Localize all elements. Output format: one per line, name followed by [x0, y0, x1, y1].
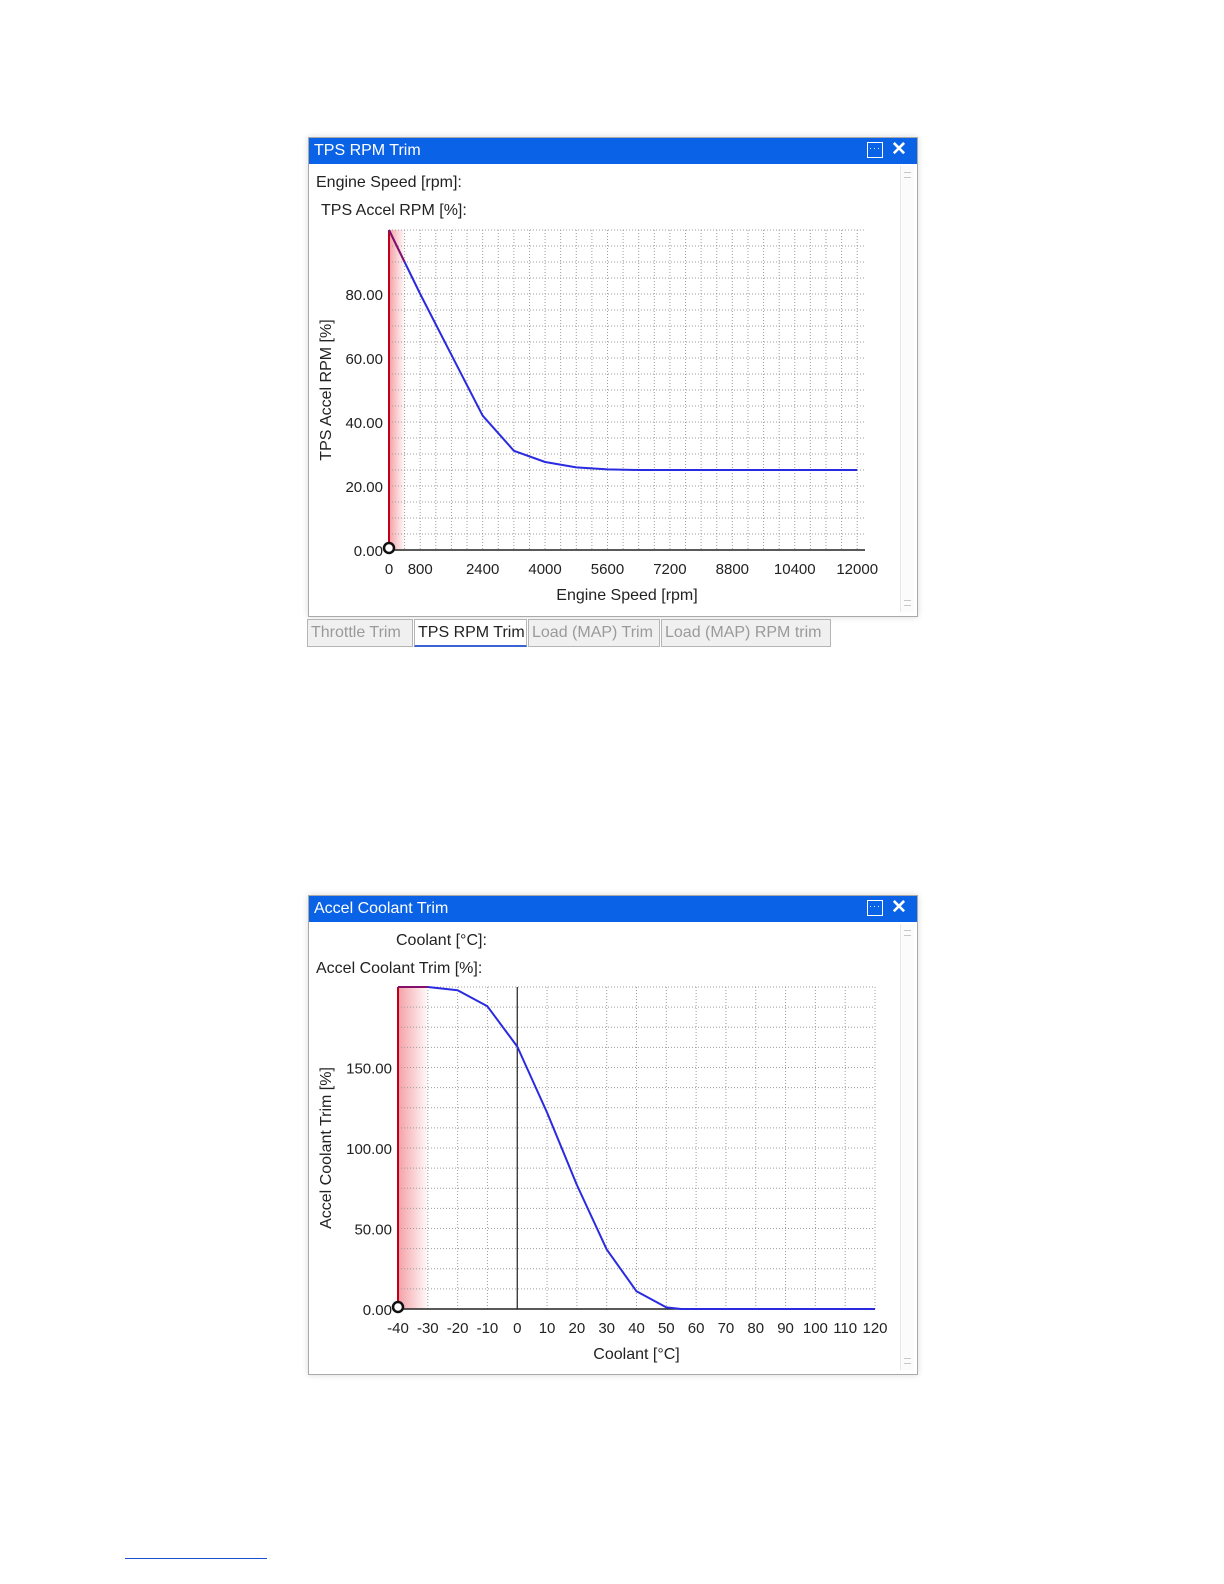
x-tick-label: -20: [447, 1320, 469, 1337]
tab-load-map-rpm-trim[interactable]: Load (MAP) RPM trim: [661, 619, 831, 647]
y-axis-label: TPS Accel RPM [%]: [318, 319, 335, 460]
x-tick-label: 60: [688, 1320, 705, 1337]
vertical-scrollbar[interactable]: [900, 166, 914, 612]
line-chart: 0 800 2400 4000 5600 7200 8800 10400 12000 0.00 20…: [318, 229, 878, 604]
origin-cursor-marker: [382, 541, 396, 555]
scroll-grip-bottom[interactable]: [904, 1358, 911, 1364]
line-chart: -40 -30 -20 -10 0 10 20 30 40 50 60 70 80 90 100 110 120…: [318, 986, 888, 1363]
x-tick-label: -40: [387, 1320, 409, 1337]
y-tick-label: 0.00: [354, 543, 383, 560]
x-tick-label: 0: [385, 561, 393, 578]
window-titlebar[interactable]: Accel Coolant Trim ··· ✕: [309, 896, 917, 922]
x-tick-label: -10: [477, 1320, 499, 1337]
tps-rpm-trim-window: TPS RPM Trim ··· ✕ Engine Speed [rpm]: T…: [308, 137, 918, 617]
shaded-region: [389, 230, 405, 550]
origin-cursor-marker: [391, 1300, 405, 1314]
close-icon[interactable]: ✕: [891, 897, 907, 918]
x-tick-label: 10: [539, 1320, 556, 1337]
x-tick-label: 0: [513, 1320, 521, 1337]
vertical-scrollbar[interactable]: [900, 924, 914, 1370]
x-axis-label: Coolant [°C]: [593, 1346, 679, 1363]
series-line: [398, 986, 875, 1310]
x-tick-label: 100: [803, 1320, 828, 1337]
y-tick-label: 50.00: [354, 1222, 392, 1239]
y-tick-label: 100.00: [346, 1141, 392, 1158]
x-tick-label: 30: [598, 1320, 615, 1337]
x-value-label: Engine Speed [rpm]:: [316, 174, 462, 191]
window-menu-icon[interactable]: ···: [867, 900, 883, 916]
x-tick-label: 40: [628, 1320, 645, 1337]
close-icon[interactable]: ✕: [891, 139, 907, 160]
window-titlebar[interactable]: TPS RPM Trim ··· ✕: [309, 138, 917, 164]
series-line-highlight: [388, 229, 406, 263]
shaded-region: [398, 987, 428, 1309]
accel-coolant-trim-window: Accel Coolant Trim ··· ✕ Coolant [°C]: A…: [308, 895, 918, 1375]
y-tick-label: 40.00: [345, 415, 383, 432]
x-value-label: Coolant [°C]:: [396, 932, 487, 949]
x-tick-label: 800: [408, 561, 433, 578]
y-tick-label: 60.00: [345, 351, 383, 368]
x-tick-label: -30: [417, 1320, 439, 1337]
tab-throttle-trim[interactable]: Throttle Trim: [307, 619, 413, 647]
y-value-label: Accel Coolant Trim [%]:: [316, 960, 483, 977]
window-title: TPS RPM Trim: [314, 142, 421, 159]
x-tick-label: 7200: [653, 561, 686, 578]
x-tick-label: 4000: [528, 561, 561, 578]
x-tick-label: 90: [777, 1320, 794, 1337]
x-tick-label: 80: [747, 1320, 764, 1337]
x-tick-label: 8800: [716, 561, 749, 578]
series-line: [388, 229, 858, 471]
x-axis-label: Engine Speed [rpm]: [556, 587, 697, 604]
scroll-grip-bottom[interactable]: [904, 600, 911, 606]
y-tick-label: 0.00: [363, 1302, 392, 1319]
x-tick-label: 20: [569, 1320, 586, 1337]
y-tick-label: 80.00: [345, 287, 383, 304]
x-tick-label: 50: [658, 1320, 675, 1337]
tab-strip: Throttle Trim TPS RPM Trim Load (MAP) Tr…: [307, 617, 919, 649]
y-tick-label: 20.00: [345, 479, 383, 496]
tab-load-map-trim[interactable]: Load (MAP) Trim: [528, 619, 660, 647]
scroll-grip-top[interactable]: [904, 930, 911, 936]
y-tick-label: 150.00: [346, 1061, 392, 1078]
x-tick-label: 12000: [836, 561, 878, 578]
x-tick-label: 70: [718, 1320, 735, 1337]
y-axis-label: Accel Coolant Trim [%]: [318, 1067, 335, 1229]
footnote-separator: [125, 1558, 267, 1559]
y-value-label: TPS Accel RPM [%]:: [321, 202, 467, 219]
x-tick-label: 120: [862, 1320, 887, 1337]
x-tick-label: 110: [833, 1320, 857, 1337]
window-menu-icon[interactable]: ···: [867, 142, 883, 158]
window-title: Accel Coolant Trim: [314, 900, 449, 917]
x-tick-label: 2400: [466, 561, 499, 578]
scroll-grip-top[interactable]: [904, 172, 911, 178]
x-tick-label: 10400: [774, 561, 816, 578]
tab-tps-rpm-trim[interactable]: TPS RPM Trim: [414, 619, 527, 647]
x-tick-label: 5600: [591, 561, 624, 578]
